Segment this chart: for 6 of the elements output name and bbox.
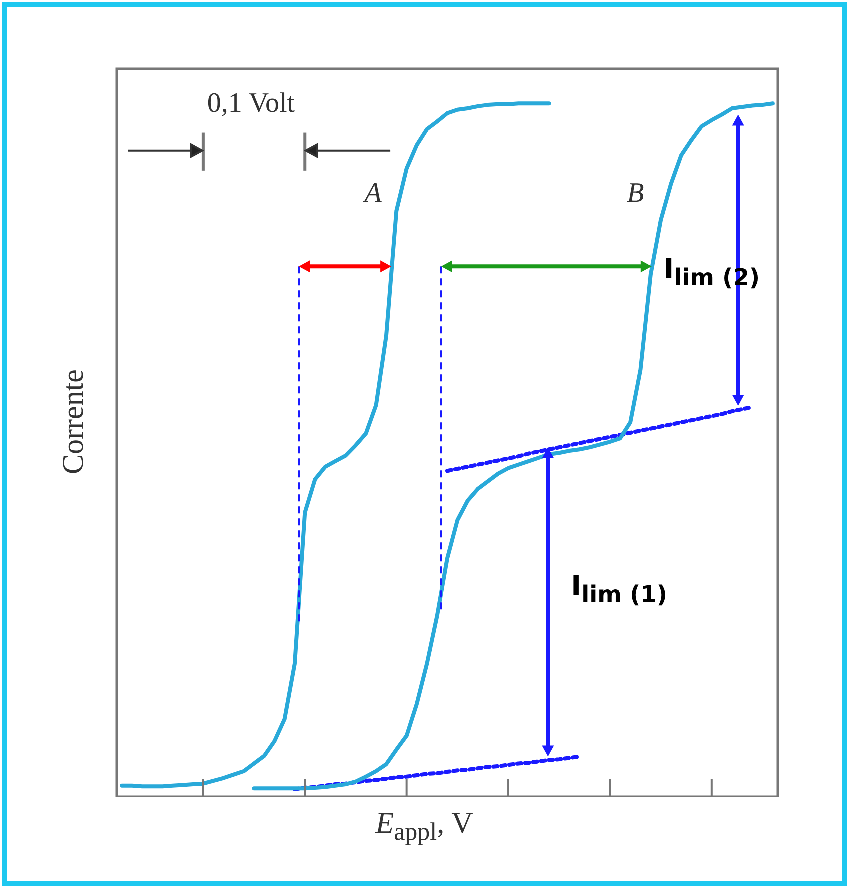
x-axis-title: E$_{appl}$, V <box>374 807 474 847</box>
y-axis-title: Corrente <box>57 370 91 474</box>
annotation: A <box>364 178 382 210</box>
annotation: I$_{lim (1)}$ <box>571 570 668 608</box>
annotation: B <box>627 178 644 210</box>
annotation: 0,1 Volt <box>207 88 296 120</box>
